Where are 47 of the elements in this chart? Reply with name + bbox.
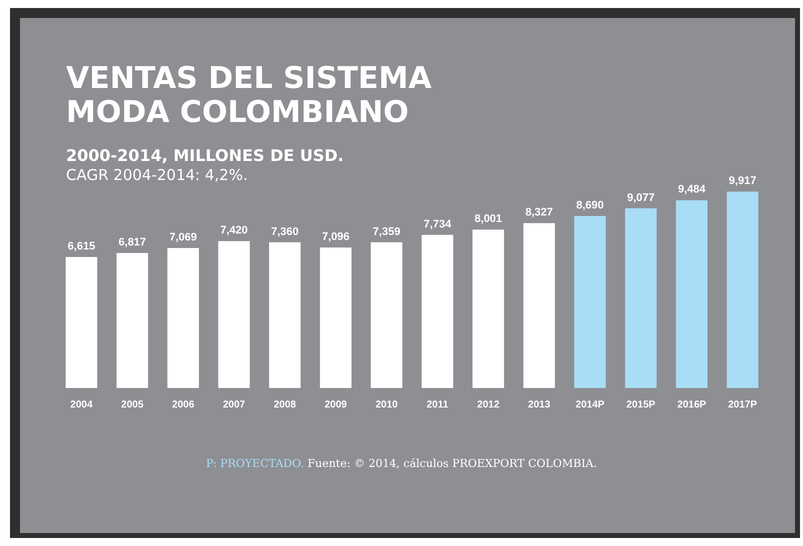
bar [218, 241, 250, 388]
bar [370, 242, 402, 388]
x-tick-label: 2004 [70, 400, 93, 410]
x-tick-label: 2009 [324, 400, 348, 410]
chart-subtitle: 2000-2014, MILLONES DE USD. [66, 146, 344, 165]
bar [676, 200, 708, 388]
data-label: 8,001 [474, 213, 502, 226]
source-note: Fuente: © 2014, cálculos PROEXPORT COLOMBIA. [308, 457, 597, 470]
x-tick-label: 2005 [121, 400, 144, 410]
x-tick-label: 2014P [576, 400, 605, 410]
data-label: 7,096 [322, 231, 350, 243]
data-label: 8,690 [576, 199, 604, 212]
data-label: 9,077 [627, 192, 655, 204]
bar [574, 216, 606, 388]
data-label: 7,420 [220, 224, 248, 237]
x-tick-label: 2008 [274, 400, 296, 410]
bar [422, 234, 454, 388]
bar [116, 253, 148, 388]
data-label: 8,327 [525, 206, 553, 219]
bar [726, 192, 758, 388]
data-label: 7,734 [424, 218, 452, 230]
text: P: PROYECTADO. [206, 457, 305, 470]
bar [625, 208, 657, 388]
data-label: 9,917 [728, 175, 756, 188]
x-tick-label: 2015P [626, 400, 656, 410]
x-tick-label: 2010 [375, 400, 398, 410]
x-tick-label: 2016P [677, 400, 706, 410]
data-label: 7,069 [169, 232, 197, 244]
data-label: 7,360 [271, 226, 299, 238]
bar [66, 257, 98, 388]
text: CAGR 2004-2014: 4,2%. [66, 166, 248, 184]
x-tick-label: 2011 [426, 400, 449, 410]
chart-title: VENTAS DEL SISTEMA MODA COLOMBIANO [66, 61, 433, 130]
x-tick-label: 2012 [477, 400, 500, 410]
data-label: 7,359 [372, 226, 400, 238]
bar [472, 230, 504, 388]
bar [523, 223, 555, 388]
bar [320, 248, 352, 388]
data-label: 9,484 [678, 184, 706, 196]
x-tick-label: 2006 [172, 400, 195, 410]
data-label: 6,817 [118, 236, 146, 249]
bar [167, 248, 199, 388]
bar [269, 242, 301, 388]
data-label: 6,615 [68, 240, 96, 253]
x-tick-label: 2017P [728, 400, 758, 410]
x-tick-label: 2007 [222, 400, 246, 410]
x-tick-label: 2013 [528, 400, 551, 410]
